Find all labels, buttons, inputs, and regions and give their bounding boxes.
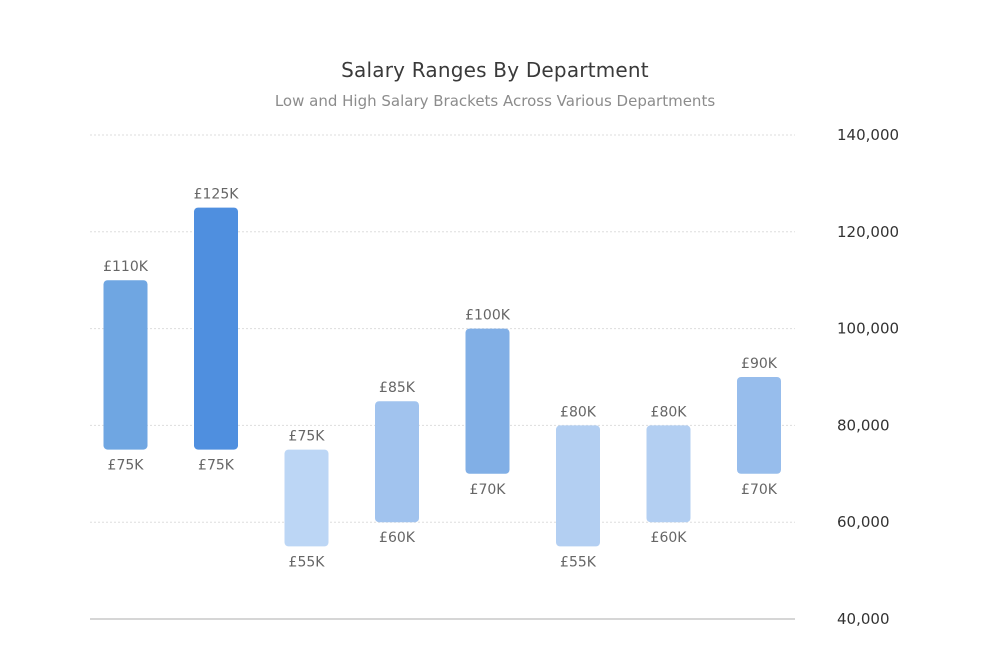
y-tick-label: 100,000 bbox=[837, 320, 899, 338]
range-bar bbox=[375, 401, 419, 523]
high-value-label: £75K bbox=[289, 429, 326, 445]
low-value-label: £60K bbox=[379, 530, 416, 546]
y-tick-label: 80,000 bbox=[837, 416, 890, 434]
y-tick-label: 40,000 bbox=[837, 610, 890, 628]
data-labels: £110K £75K £125K £75K £75K £55K £85K £60K £100K £… bbox=[103, 187, 778, 571]
high-value-label: £110K bbox=[103, 259, 149, 275]
high-value-label: £100K bbox=[465, 308, 511, 324]
range-bar bbox=[737, 377, 781, 474]
low-value-label: £70K bbox=[741, 482, 778, 498]
range-bar bbox=[646, 425, 691, 523]
range-bar bbox=[103, 280, 148, 450]
range-bar bbox=[284, 449, 329, 547]
high-value-label: £85K bbox=[379, 380, 416, 396]
range-bar bbox=[465, 328, 510, 474]
chart-title: Salary Ranges By Department bbox=[341, 58, 649, 82]
y-tick-label: 60,000 bbox=[837, 513, 890, 531]
low-value-label: £70K bbox=[470, 482, 507, 498]
low-value-label: £55K bbox=[289, 554, 326, 570]
range-bar bbox=[194, 207, 238, 450]
y-tick-label: 120,000 bbox=[837, 223, 899, 241]
range-bar bbox=[556, 425, 600, 547]
y-axis-labels: 40,000 60,000 80,000 100,000 120,000 140,000 bbox=[837, 126, 899, 628]
range-bars bbox=[103, 207, 781, 547]
low-value-label: £75K bbox=[108, 458, 145, 474]
chart-subtitle: Low and High Salary Brackets Across Vari… bbox=[274, 92, 716, 110]
high-value-label: £80K bbox=[651, 404, 688, 420]
low-value-label: £55K bbox=[560, 554, 597, 570]
low-value-label: £60K bbox=[651, 530, 688, 546]
y-tick-label: 140,000 bbox=[837, 126, 899, 144]
low-value-label: £75K bbox=[198, 458, 235, 474]
high-value-label: £90K bbox=[741, 356, 778, 372]
high-value-label: £125K bbox=[194, 187, 240, 203]
high-value-label: £80K bbox=[560, 404, 597, 420]
